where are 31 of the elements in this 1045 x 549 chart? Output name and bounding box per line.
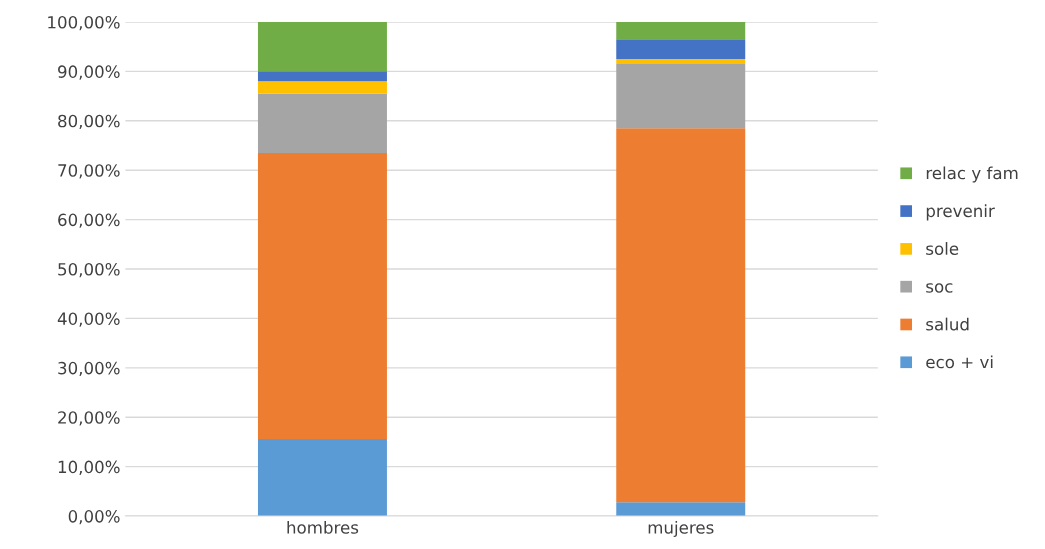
- legend-label: sole: [926, 242, 959, 255]
- y-tick-label: 30,00%: [58, 361, 120, 377]
- bar: [257, 71, 387, 82]
- y-tick-label: 50,00%: [58, 262, 120, 278]
- legend-label: eco + vi: [926, 355, 993, 369]
- legend-label: salud: [926, 317, 969, 331]
- y-tick-label: 0,00%: [68, 510, 120, 525]
- bar: [616, 59, 746, 64]
- legend-label: soc: [926, 283, 953, 293]
- legend-label: prevenir: [926, 204, 995, 221]
- y-tick-label: 70,00%: [58, 164, 120, 179]
- bar: [257, 93, 387, 153]
- bar: [257, 21, 387, 72]
- y-tick-label: 10,00%: [58, 460, 120, 475]
- y-tick-label: 90,00%: [58, 65, 120, 80]
- bar: [616, 39, 746, 60]
- bar: [257, 81, 387, 94]
- y-tick-label: 100,00%: [48, 15, 120, 31]
- y-tick-label: 40,00%: [57, 312, 120, 327]
- bar: [616, 63, 746, 129]
- y-tick-label: 20,00%: [58, 411, 120, 426]
- bar: [257, 438, 387, 517]
- y-tick-label: 80,00%: [58, 114, 120, 130]
- x-tick-label: hombres: [287, 520, 359, 534]
- y-tick-label: 60,00%: [58, 213, 120, 228]
- bar: [616, 128, 746, 503]
- bar: [616, 502, 746, 517]
- bar: [257, 152, 387, 439]
- bar: [616, 21, 746, 40]
- legend-label: relac y fam: [926, 166, 1018, 183]
- x-tick-label: mujeres: [648, 520, 714, 538]
